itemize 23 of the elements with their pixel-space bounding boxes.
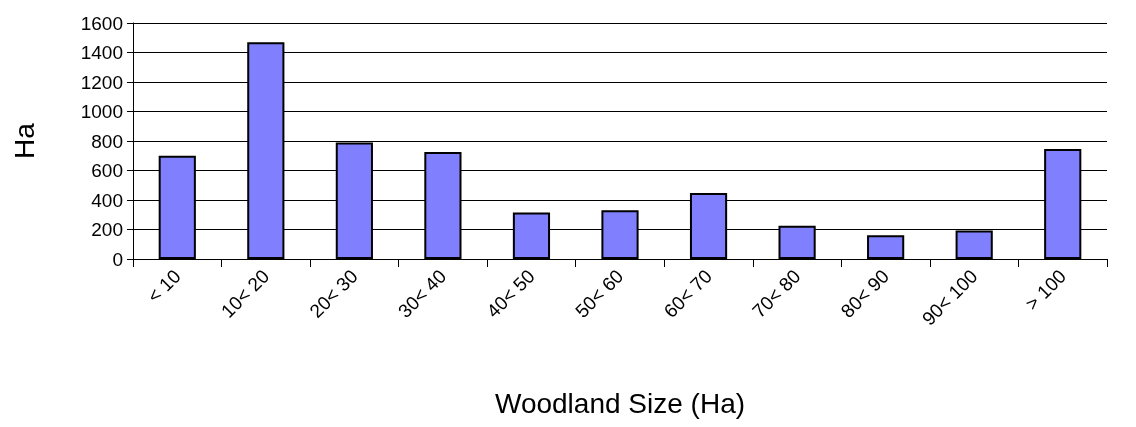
x-axis-title: Woodland Size (Ha): [494, 387, 746, 419]
bar: [867, 235, 905, 259]
x-tick-label: < 10: [143, 265, 185, 307]
y-tick-label: 800: [91, 130, 123, 152]
y-tick-label: 1200: [80, 71, 123, 93]
x-tick-label: 90< 100: [917, 265, 982, 330]
x-tick-label: > 100: [1021, 265, 1071, 315]
y-tick-label: 0: [112, 248, 123, 270]
x-tick-label: 80< 90: [836, 265, 894, 322]
x-tick-label: 10< 20: [216, 265, 274, 322]
y-tick-label: 1400: [80, 42, 123, 63]
x-tick-label: 50< 60: [571, 265, 628, 322]
x-tick-label: 70< 80: [748, 265, 805, 322]
y-tick-label: 600: [91, 160, 123, 181]
x-tick-label: 60< 70: [659, 265, 716, 322]
y-tick-label: 1600: [80, 12, 123, 34]
x-tick-label: 30< 40: [394, 265, 451, 322]
y-tick-label: 400: [91, 189, 123, 211]
y-tick-label: 200: [91, 219, 123, 240]
x-tick-label: 40< 50: [482, 265, 539, 322]
y-tick-label: 1000: [80, 101, 123, 122]
x-tick-label: 20< 30: [305, 265, 362, 322]
y-axis-title: Ha: [8, 122, 40, 159]
